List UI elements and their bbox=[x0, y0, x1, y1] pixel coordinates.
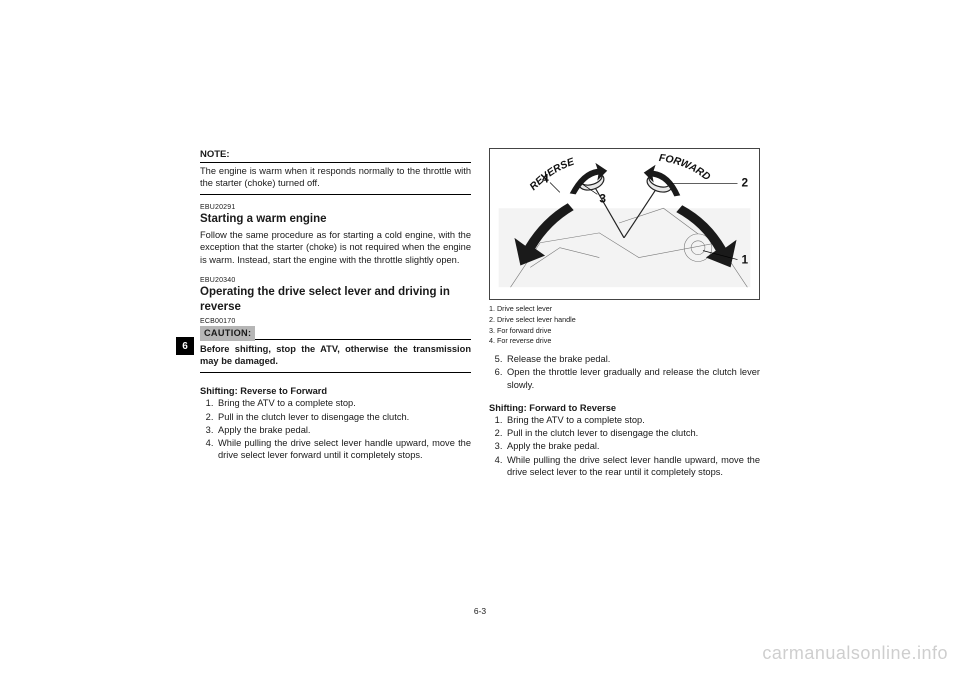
right-column: REVERSE FORWARD 1 2 3 4 bbox=[489, 148, 760, 598]
steps-forward-to-reverse: Bring the ATV to a complete stop. Pull i… bbox=[505, 414, 760, 478]
caution-body: Before shifting, stop the ATV, otherwise… bbox=[200, 343, 471, 368]
section-body: Follow the same procedure as for startin… bbox=[200, 229, 471, 267]
steps-continued: Release the brake pedal. Open the thrott… bbox=[505, 353, 760, 391]
section-title: Starting a warm engine bbox=[200, 212, 471, 228]
caption-line: 2. Drive select lever handle bbox=[489, 315, 760, 326]
section-code: EBU20291 bbox=[200, 203, 471, 212]
step: Apply the brake pedal. bbox=[216, 424, 471, 437]
step: Open the throttle lever gradually and re… bbox=[505, 366, 760, 391]
section-title: Operating the drive select lever and dri… bbox=[200, 285, 471, 316]
shift-fr-title: Shifting: Forward to Reverse bbox=[489, 402, 760, 415]
step: Release the brake pedal. bbox=[505, 353, 760, 366]
note-label: NOTE: bbox=[200, 149, 231, 163]
step: Pull in the clutch lever to disengage th… bbox=[505, 427, 760, 440]
caution-code: ECB00170 bbox=[200, 317, 471, 326]
step: Bring the ATV to a complete stop. bbox=[216, 397, 471, 410]
callout-2: 2 bbox=[741, 176, 748, 190]
section-code: EBU20340 bbox=[200, 276, 471, 285]
drive-select-figure: REVERSE FORWARD 1 2 3 4 bbox=[489, 148, 760, 300]
caption-line: 4. For reverse drive bbox=[489, 336, 760, 347]
steps-reverse-to-forward: Bring the ATV to a complete stop. Pull i… bbox=[216, 397, 471, 461]
caption-line: 3. For forward drive bbox=[489, 326, 760, 337]
figure-caption: 1. Drive select lever 2. Drive select le… bbox=[489, 304, 760, 347]
callout-3: 3 bbox=[599, 191, 606, 205]
shift-rf-title: Shifting: Reverse to Forward bbox=[200, 385, 471, 398]
chapter-tab: 6 bbox=[176, 337, 194, 355]
page-number: 6-3 bbox=[474, 606, 486, 616]
callout-4: 4 bbox=[542, 172, 549, 186]
callout-1: 1 bbox=[741, 252, 748, 266]
step: While pulling the drive select lever han… bbox=[216, 437, 471, 462]
step: While pulling the drive select lever han… bbox=[505, 454, 760, 479]
svg-text:REVERSE: REVERSE bbox=[528, 156, 577, 193]
step: Apply the brake pedal. bbox=[505, 440, 760, 453]
note-body: The engine is warm when it responds norm… bbox=[200, 165, 471, 190]
caution-label: CAUTION: bbox=[200, 326, 255, 340]
step: Pull in the clutch lever to disengage th… bbox=[216, 411, 471, 424]
step: Bring the ATV to a complete stop. bbox=[505, 414, 760, 427]
page-content: NOTE: The engine is warm when it respond… bbox=[200, 148, 760, 598]
reverse-label: REVERSE bbox=[528, 156, 577, 193]
left-column: NOTE: The engine is warm when it respond… bbox=[200, 148, 471, 598]
caption-line: 1. Drive select lever bbox=[489, 304, 760, 315]
watermark: carmanualsonline.info bbox=[762, 643, 948, 664]
